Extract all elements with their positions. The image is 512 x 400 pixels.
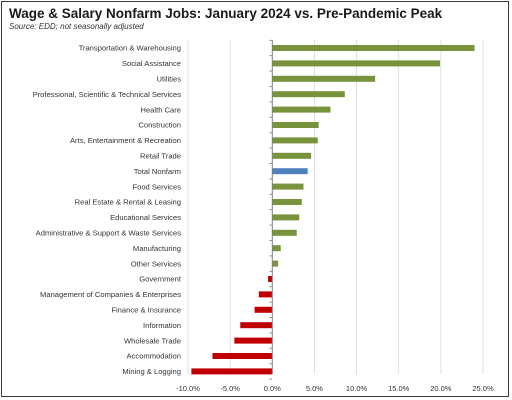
bar-information bbox=[240, 322, 273, 329]
category-label-finance-and-insurance: Finance & Insurance bbox=[111, 306, 181, 315]
bar-administrative-and-support-and-waste-services bbox=[272, 229, 297, 236]
bar-construction bbox=[272, 122, 319, 128]
category-label-transportation-and-warehousing: Transportation & Warehousing bbox=[79, 44, 181, 53]
category-label-other-services: Other Services bbox=[131, 259, 181, 268]
bars bbox=[191, 45, 475, 375]
x-tick-label: 10.0% bbox=[346, 384, 368, 393]
bar-accommodation bbox=[212, 353, 273, 359]
category-label-professional-scientific-and-technical-services: Professional, Scientific & Technical Ser… bbox=[33, 90, 182, 99]
category-label-management-of-companies-and-enterprises: Management of Companies & Enterprises bbox=[40, 290, 181, 299]
category-label-manufacturing: Manufacturing bbox=[133, 244, 181, 253]
category-label-government: Government bbox=[139, 275, 182, 284]
bar-arts-entertainment-and-recreation bbox=[272, 137, 318, 144]
x-tick-label: 25.0% bbox=[472, 384, 494, 393]
category-label-educational-services: Educational Services bbox=[110, 213, 181, 222]
category-label-accommodation: Accommodation bbox=[127, 352, 181, 361]
bar-professional-scientific-and-technical-services bbox=[272, 91, 345, 98]
category-label-wholesale-trade: Wholesale Trade bbox=[124, 336, 181, 345]
bar-utilities bbox=[272, 75, 376, 82]
bar-retail-trade bbox=[272, 152, 312, 159]
bar-mining-and-logging bbox=[191, 368, 273, 375]
x-tick-label: 20.0% bbox=[430, 384, 452, 393]
bar-wholesale-trade bbox=[234, 337, 273, 344]
x-tick-label: -10.0% bbox=[176, 384, 200, 393]
tick-labels: -10.0% -5.0% 0.0% 5.0% 10.0% 15.0% 20.0% 25.0% bbox=[176, 384, 494, 393]
category-label-retail-trade: Retail Trade bbox=[140, 152, 181, 161]
category-label-administrative-and-support-and-waste-services: Administrative & Support & Waste Service… bbox=[36, 229, 182, 238]
bar-finance-and-insurance bbox=[254, 306, 273, 313]
bar-other-services bbox=[272, 260, 279, 267]
bar-manufacturing bbox=[272, 245, 281, 252]
category-labels: Transportation & Warehousing Social Assis… bbox=[33, 44, 182, 376]
bar-health-care bbox=[272, 106, 331, 113]
bar-social-assistance bbox=[272, 60, 441, 67]
category-label-food-services: Food Services bbox=[132, 182, 181, 191]
x-tick-label: 5.0% bbox=[306, 384, 323, 393]
chart-subtitle: Source: EDD; not seasonally adjusted bbox=[9, 22, 144, 31]
x-tick-label: 0.0% bbox=[264, 384, 281, 393]
bar-total-nonfarm bbox=[272, 168, 308, 175]
bar-real-estate-and-rental-and-leasing bbox=[272, 199, 302, 205]
bar-food-services bbox=[272, 183, 304, 190]
x-tick-label: 15.0% bbox=[388, 384, 410, 393]
category-label-mining-and-logging: Mining & Logging bbox=[122, 367, 181, 376]
category-label-information: Information bbox=[143, 321, 181, 330]
category-label-arts-entertainment-and-recreation: Arts, Entertainment & Recreation bbox=[70, 136, 181, 145]
chart-title: Wage & Salary Nonfarm Jobs: January 2024… bbox=[9, 6, 443, 21]
bar-management-of-companies-and-enterprises bbox=[258, 291, 273, 298]
category-label-health-care: Health Care bbox=[140, 105, 181, 114]
category-label-utilities: Utilities bbox=[157, 75, 182, 84]
bar-transportation-and-warehousing bbox=[272, 45, 475, 51]
grid-lines bbox=[187, 40, 484, 374]
axes bbox=[269, 39, 273, 380]
category-label-total-nonfarm: Total Nonfarm bbox=[134, 167, 181, 176]
bar-educational-services bbox=[272, 214, 300, 221]
x-tick-label: -5.0% bbox=[220, 384, 240, 393]
category-label-social-assistance: Social Assistance bbox=[122, 59, 181, 68]
category-label-construction: Construction bbox=[138, 121, 181, 130]
category-label-real-estate-and-rental-and-leasing: Real Estate & Rental & Leasing bbox=[75, 198, 181, 207]
bar-government bbox=[268, 276, 273, 282]
